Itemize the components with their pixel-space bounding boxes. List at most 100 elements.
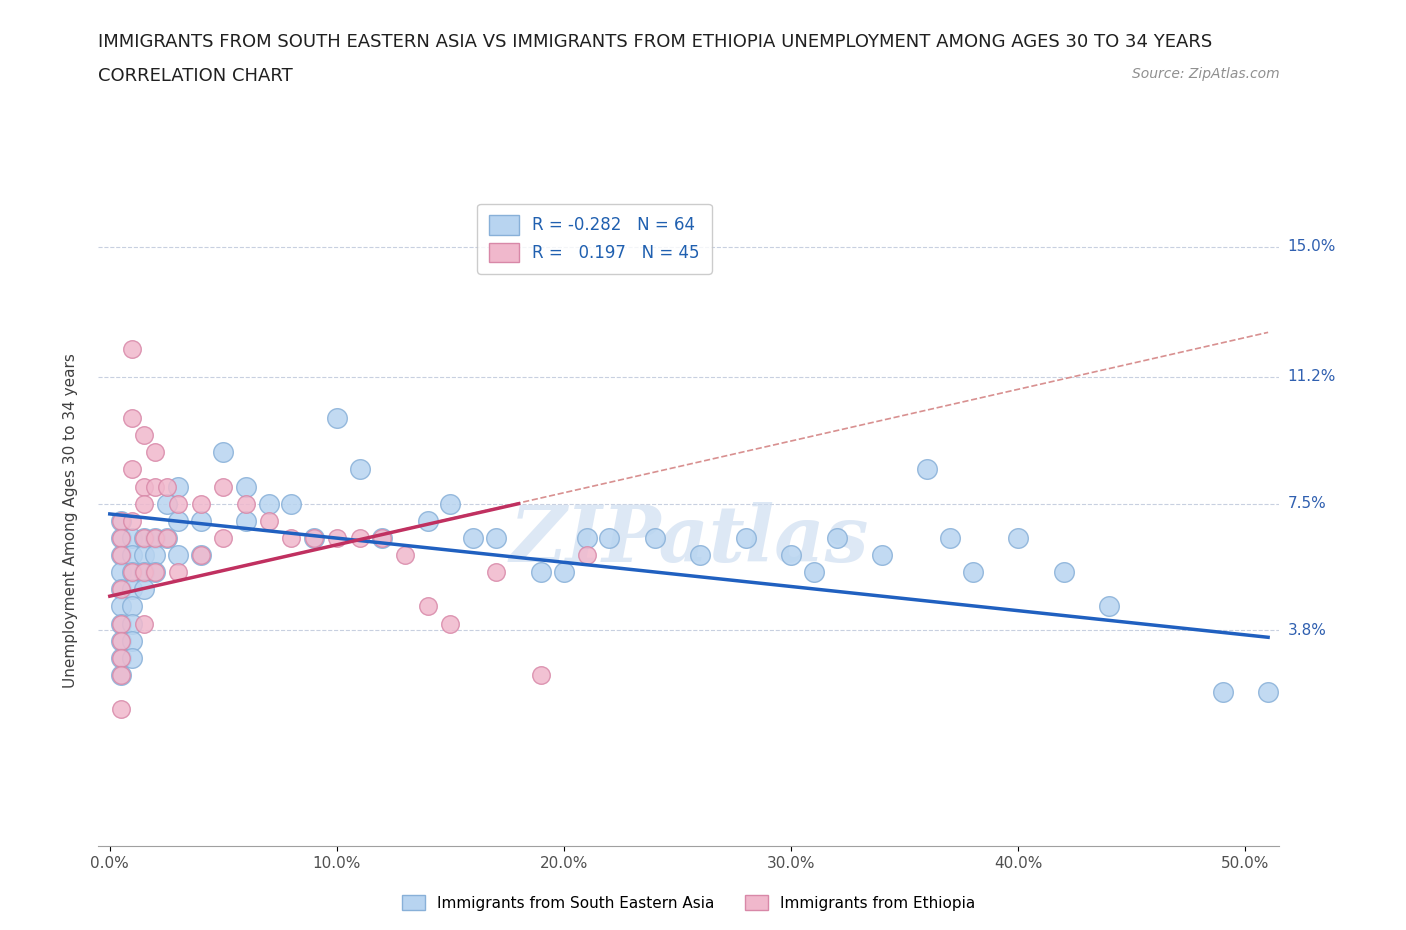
Point: [155, 497, 177, 512]
Point: [143, 530, 166, 545]
Text: 3.8%: 3.8%: [1288, 623, 1327, 638]
Point: [1007, 530, 1029, 545]
Point: [212, 530, 235, 545]
Point: [110, 513, 132, 528]
Point: [302, 530, 325, 545]
Point: [349, 530, 371, 545]
Point: [257, 513, 280, 528]
Point: [530, 668, 553, 683]
Point: [110, 617, 132, 631]
Point: [939, 530, 962, 545]
Point: [110, 633, 132, 648]
Point: [132, 479, 155, 494]
Text: 11.2%: 11.2%: [1288, 369, 1336, 384]
Point: [280, 497, 302, 512]
Point: [326, 410, 349, 425]
Point: [121, 565, 143, 579]
Point: [235, 513, 257, 528]
Point: [110, 617, 132, 631]
Point: [121, 513, 143, 528]
Point: [349, 462, 371, 477]
Point: [121, 548, 143, 563]
Point: [190, 548, 212, 563]
Point: [734, 530, 756, 545]
Point: [644, 530, 666, 545]
Point: [190, 513, 212, 528]
Point: [121, 530, 143, 545]
Point: [155, 530, 177, 545]
Point: [121, 410, 143, 425]
Point: [235, 479, 257, 494]
Point: [143, 445, 166, 459]
Point: [110, 530, 132, 545]
Point: [132, 548, 155, 563]
Point: [121, 599, 143, 614]
Point: [121, 565, 143, 579]
Point: [121, 342, 143, 357]
Point: [463, 530, 485, 545]
Point: [132, 497, 155, 512]
Point: [110, 582, 132, 597]
Point: [485, 565, 508, 579]
Point: [155, 479, 177, 494]
Point: [870, 548, 893, 563]
Point: [143, 530, 166, 545]
Point: [167, 513, 190, 528]
Point: [803, 565, 825, 579]
Point: [575, 548, 598, 563]
Point: [121, 462, 143, 477]
Point: [530, 565, 553, 579]
Point: [143, 565, 166, 579]
Point: [121, 617, 143, 631]
Point: [132, 530, 155, 545]
Point: [167, 479, 190, 494]
Point: [235, 497, 257, 512]
Point: [553, 565, 575, 579]
Point: [394, 548, 416, 563]
Point: [110, 565, 132, 579]
Point: [132, 582, 155, 597]
Point: [416, 513, 439, 528]
Point: [1257, 684, 1279, 699]
Point: [143, 479, 166, 494]
Text: CORRELATION CHART: CORRELATION CHART: [98, 67, 294, 85]
Point: [1098, 599, 1121, 614]
Point: [110, 650, 132, 665]
Text: IMMIGRANTS FROM SOUTH EASTERN ASIA VS IMMIGRANTS FROM ETHIOPIA UNEMPLOYMENT AMON: IMMIGRANTS FROM SOUTH EASTERN ASIA VS IM…: [98, 33, 1212, 50]
Point: [439, 497, 461, 512]
Point: [110, 599, 132, 614]
Y-axis label: Unemployment Among Ages 30 to 34 years: Unemployment Among Ages 30 to 34 years: [63, 353, 77, 688]
Point: [371, 530, 394, 545]
Point: [190, 548, 212, 563]
Point: [326, 530, 349, 545]
Point: [257, 497, 280, 512]
Point: [598, 530, 620, 545]
Point: [110, 548, 132, 563]
Point: [121, 633, 143, 648]
Point: [110, 548, 132, 563]
Point: [110, 668, 132, 683]
Point: [167, 565, 190, 579]
Point: [575, 530, 598, 545]
Text: 15.0%: 15.0%: [1288, 239, 1336, 254]
Point: [121, 582, 143, 597]
Point: [110, 513, 132, 528]
Text: 7.5%: 7.5%: [1288, 497, 1326, 512]
Point: [371, 530, 394, 545]
Point: [485, 530, 508, 545]
Point: [1212, 684, 1234, 699]
Text: ZIPatlas: ZIPatlas: [509, 502, 869, 578]
Point: [110, 650, 132, 665]
Point: [110, 702, 132, 717]
Point: [143, 548, 166, 563]
Point: [689, 548, 711, 563]
Point: [167, 548, 190, 563]
Point: [155, 530, 177, 545]
Text: Source: ZipAtlas.com: Source: ZipAtlas.com: [1132, 67, 1279, 81]
Point: [132, 428, 155, 443]
Point: [825, 530, 848, 545]
Point: [1053, 565, 1076, 579]
Point: [110, 582, 132, 597]
Point: [302, 530, 325, 545]
Point: [212, 479, 235, 494]
